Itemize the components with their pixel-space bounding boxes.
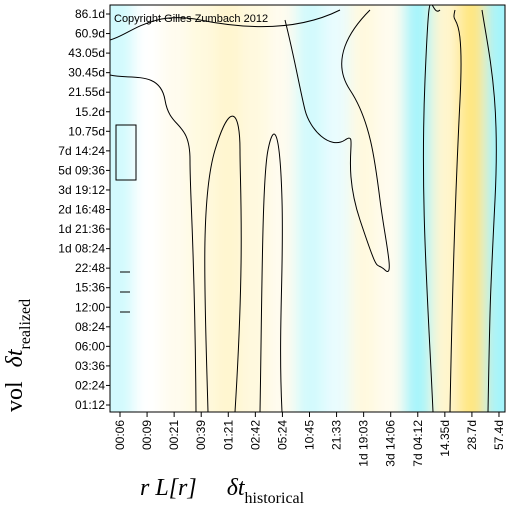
y-tick-label: 06:00 — [75, 339, 105, 353]
heat-column — [458, 5, 486, 412]
y-tick-label: 02:24 — [75, 378, 105, 392]
x-tick-label: 3d 14:06 — [384, 420, 398, 467]
y-title-part: realized — [17, 299, 34, 350]
y-tick-label: 10.75d — [68, 124, 105, 138]
y-tick-label: 15.2d — [75, 105, 105, 119]
y-tick-label: 1d 08:24 — [58, 242, 105, 256]
heat-column — [323, 5, 351, 412]
x-tick-label: 7d 04:12 — [411, 420, 425, 467]
heatmap — [110, 5, 505, 412]
heat-column — [110, 5, 134, 412]
y-axis: 86.1d 60.9d 43.05d 30.45d 21.55d 15.2d 10.75d 7… — [58, 7, 110, 412]
y-tick-label: 3d 19:12 — [58, 183, 105, 197]
y-tick-label: 7d 14:24 — [58, 144, 105, 158]
y-tick-label: 12:00 — [75, 300, 105, 314]
contour-line — [204, 115, 242, 412]
x-title-part: δt — [227, 475, 246, 501]
heat-column — [133, 5, 161, 412]
x-tick-label: 14.35d — [438, 420, 452, 457]
annotation: Copyright Gilles Zumbach 2012 — [114, 13, 268, 25]
heat-column — [241, 5, 269, 412]
heat-column — [160, 5, 188, 412]
heat-column — [404, 5, 432, 412]
contour-line — [115, 124, 137, 313]
x-tick-label: 00:21 — [167, 420, 181, 450]
heat-column — [295, 5, 324, 412]
y-tick-label: 60.9d — [75, 27, 105, 41]
y-title-part: vol — [2, 381, 28, 412]
x-tick-label: 05:24 — [275, 420, 289, 450]
y-tick-label: 1d 21:36 — [58, 222, 105, 236]
y-tick-label: 86.1d — [75, 7, 105, 21]
y-tick-label: 43.05d — [68, 46, 105, 60]
x-tick-label: 02:42 — [248, 420, 262, 450]
x-tick-label: 28.7d — [465, 420, 479, 450]
heat-column — [214, 5, 242, 412]
contour-line — [481, 9, 497, 412]
x-tick-label: 00:09 — [140, 420, 154, 450]
x-tick-label: 01:21 — [221, 420, 235, 450]
x-tick-label: 00:06 — [113, 420, 127, 450]
y-tick-label: 15:36 — [75, 281, 105, 295]
x-tick-label: 57.4d — [492, 420, 506, 450]
y-tick-label: 30.45d — [68, 66, 105, 80]
x-tick-label: 21:33 — [330, 420, 344, 450]
x-tick-label: 1d 19:03 — [357, 420, 371, 467]
heat-column — [187, 5, 215, 412]
x-axis-title: r L[r] δthistorical — [140, 475, 305, 507]
y-tick-label: 03:36 — [75, 359, 105, 373]
y-tick-label: 21.55d — [68, 85, 105, 99]
heat-column — [350, 5, 378, 412]
contour-line — [110, 74, 197, 412]
x-title-part: r L[r] — [140, 475, 197, 501]
y-tick-label: 01:12 — [75, 398, 105, 412]
x-title-part: historical — [245, 490, 305, 507]
heat-column — [377, 5, 405, 412]
y-tick-label: 22:48 — [75, 261, 105, 275]
contour-line — [110, 9, 341, 41]
y-tick-label: 5d 09:36 — [58, 163, 105, 177]
y-tick-label: 2d 16:48 — [58, 203, 105, 217]
heat-column — [431, 5, 459, 412]
x-axis: 00:06 00:09 00:21 00:39 01:21 02:42 05:24 10:45… — [113, 412, 506, 467]
y-axis-title: vol δtrealized — [2, 299, 34, 412]
contour-line — [259, 133, 283, 412]
x-tick-label: 10:45 — [302, 420, 316, 450]
y-title-part: δt — [2, 348, 28, 367]
y-tick-label: 08:24 — [75, 320, 105, 334]
x-tick-label: 00:39 — [194, 420, 208, 450]
contour-line — [284, 9, 390, 273]
plot-frame — [109, 4, 506, 413]
